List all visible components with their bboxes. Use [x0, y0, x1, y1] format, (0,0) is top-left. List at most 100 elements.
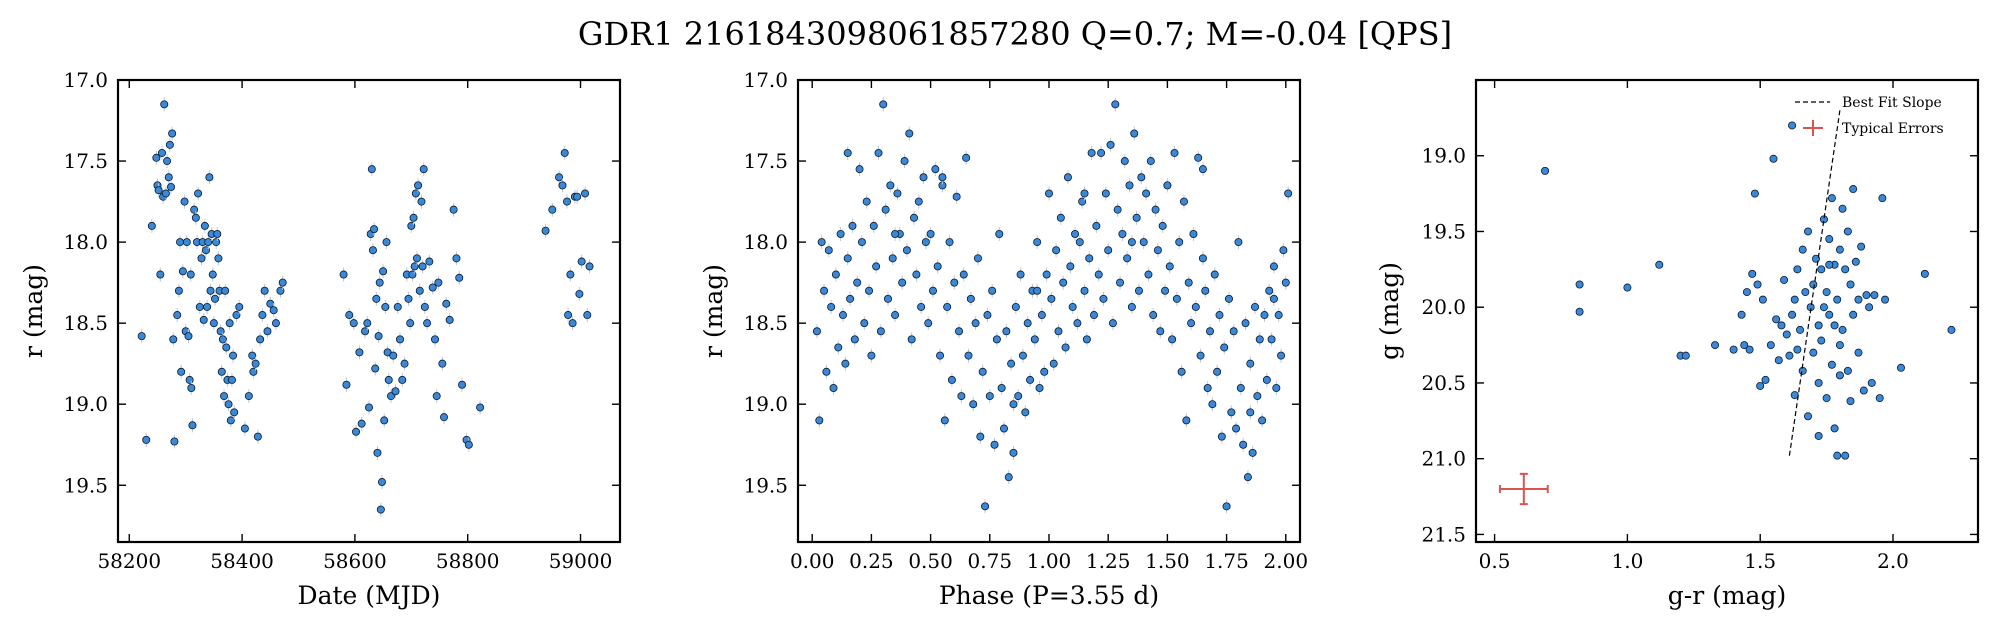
- phase-curve-data-point: [1153, 246, 1162, 255]
- phase-curve-data-point: [827, 302, 836, 311]
- light-curve-data-point: [222, 343, 231, 352]
- color-magnitude-data-point: [1841, 451, 1850, 460]
- phase-curve-points: [812, 97, 1293, 514]
- light-curve-data-point: [464, 440, 473, 449]
- phase-curve-data-point: [822, 367, 831, 376]
- color-magnitude-data-point: [1843, 227, 1852, 236]
- color-magnitude-data-point: [1774, 356, 1783, 365]
- light-curve-data-point: [583, 311, 592, 320]
- phase-curve-data-point: [1059, 278, 1068, 287]
- color-magnitude-data-point: [1875, 394, 1884, 403]
- phase-curve-data-point: [1080, 189, 1089, 198]
- light-curve-data-point: [391, 387, 400, 396]
- color-magnitude-data-point: [1711, 341, 1720, 350]
- phase-curve-data-point: [1014, 392, 1023, 401]
- phase-curve-data-point: [874, 148, 883, 157]
- phase-curve-data-point: [1260, 311, 1269, 320]
- phase-curve-data-point: [978, 367, 987, 376]
- phase-curve-data-point: [997, 383, 1006, 392]
- color-magnitude-data-point: [1835, 341, 1844, 350]
- phase-curve-data-point: [1222, 502, 1231, 511]
- color-magnitude-data-point: [1825, 235, 1834, 244]
- color-magnitude-data-point: [1849, 185, 1858, 194]
- phase-curve-data-point: [910, 213, 919, 222]
- light-curve-data-point: [476, 403, 485, 412]
- phase-curve-data-point: [1269, 294, 1278, 303]
- light-curve-data-point: [420, 302, 429, 311]
- light-curve-data-point: [445, 315, 454, 324]
- phase-curve-frame: [796, 78, 1302, 544]
- phase-curve-ytick-label: 17.0: [743, 68, 788, 92]
- phase-curve-data-point: [1208, 400, 1217, 409]
- phase-curve-data-point: [1272, 383, 1281, 392]
- phase-curve-data-point: [1009, 400, 1018, 409]
- phase-curve-data-point: [1127, 238, 1136, 247]
- phase-curve-data-point: [1099, 294, 1108, 303]
- color-magnitude-data-point: [1796, 325, 1805, 334]
- color-magnitude-data-point: [1838, 325, 1847, 334]
- phase-curve-data-point: [1073, 319, 1082, 328]
- light-curve-data-point: [374, 332, 383, 341]
- phase-curve-data-point: [836, 229, 845, 238]
- phase-curve-xtick-label: 0.75: [968, 549, 1013, 573]
- light-curve-data-point: [165, 140, 174, 149]
- color-magnitude-data-point: [1801, 288, 1810, 297]
- typical-error-bar: [1498, 472, 1549, 506]
- light-curve-data-point: [214, 254, 223, 263]
- phase-curve-data-point: [1277, 351, 1286, 360]
- phase-curve-data-point: [1011, 302, 1020, 311]
- light-curve-data-point: [377, 478, 386, 487]
- light-curve-xtick-label: 58600: [323, 549, 387, 573]
- color-magnitude-ticks: 0.5 1.0 1.5 2.0 19.0 19.5 20.0 20.5 21.0 21.5: [1421, 80, 1978, 573]
- phase-curve-data-point: [914, 197, 923, 206]
- phase-curve-data-point: [1248, 448, 1257, 457]
- light-curve-data-point: [345, 311, 354, 320]
- light-curve-data-point: [541, 226, 550, 235]
- phase-curve-data-point: [1123, 254, 1132, 263]
- light-curve-data-point: [425, 257, 434, 266]
- light-curve-data-point: [396, 335, 405, 344]
- color-magnitude-data-point: [1780, 275, 1789, 284]
- phase-curve-data-point: [1033, 286, 1042, 295]
- color-magnitude-data-point: [1825, 260, 1834, 269]
- light-curve-data-point: [418, 262, 427, 271]
- light-curve-points: [137, 97, 594, 517]
- color-magnitude-xtick-label: 1.5: [1744, 549, 1776, 573]
- color-magnitude-data-point: [1830, 321, 1839, 330]
- phase-curve-data-point: [1116, 278, 1125, 287]
- color-magnitude-data-point: [1804, 227, 1813, 236]
- color-magnitude-data-point: [1729, 345, 1738, 354]
- phase-curve-data-point: [1142, 189, 1151, 198]
- light-curve-data-point: [220, 392, 229, 401]
- phase-curve-xtick-label: 0.25: [849, 549, 894, 573]
- light-curve-data-point: [244, 392, 253, 401]
- phase-curve-data-point: [815, 416, 824, 425]
- phase-curve-data-point: [1125, 181, 1134, 190]
- light-curve-data-point: [174, 286, 183, 295]
- light-curve-data-point: [206, 286, 215, 295]
- phase-curve-data-point: [921, 238, 930, 247]
- phase-curve-data-point: [905, 129, 914, 138]
- phase-curve-data-point: [1234, 238, 1243, 247]
- light-curve-data-point: [581, 189, 590, 198]
- phase-curve-data-point: [1170, 148, 1179, 157]
- phase-curve-data-point: [926, 229, 935, 238]
- phase-curve-data-point: [853, 278, 862, 287]
- color-magnitude-ylabel: g (mag): [1375, 262, 1404, 360]
- color-magnitude-data-point: [1814, 431, 1823, 440]
- phase-curve-data-point: [1078, 197, 1087, 206]
- light-curve-data-point: [364, 403, 373, 412]
- color-magnitude-data-point: [1817, 265, 1826, 274]
- light-curve-ytick-label: 19.5: [63, 473, 108, 497]
- phase-curve-data-point: [931, 165, 940, 174]
- phase-curve-data-point: [893, 189, 902, 198]
- phase-curve-data-point: [1220, 343, 1229, 352]
- phase-curve-data-point: [1175, 238, 1184, 247]
- color-magnitude-ytick-label: 19.5: [1421, 219, 1466, 243]
- phase-curve-data-point: [985, 392, 994, 401]
- light-curve-data-point: [564, 311, 573, 320]
- light-curve-data-point: [558, 181, 567, 190]
- color-magnitude-data-point: [1841, 265, 1850, 274]
- phase-curve-data-point: [855, 165, 864, 174]
- light-curve-data-point: [409, 213, 418, 222]
